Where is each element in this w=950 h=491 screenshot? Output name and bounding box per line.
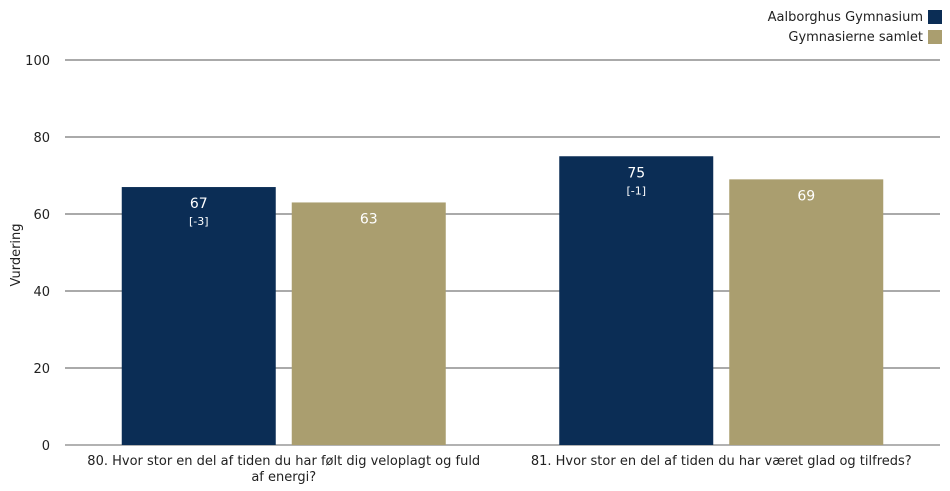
bar-value-label: 75	[627, 165, 645, 181]
axes: 0 20 40 60 80 100 80. Hvor stor en del af tide…	[25, 54, 912, 485]
y-tick-label: 80	[33, 131, 50, 146]
bar-delta-label: [-3]	[189, 215, 209, 228]
x-tick-label: 80. Hvor stor en del af tiden du har føl…	[87, 454, 480, 485]
y-axis-label: Vurdering	[9, 223, 24, 286]
x-tick-label-line: af energi?	[251, 470, 316, 485]
bar	[559, 156, 714, 445]
legend-item-gymnasierne: Gymnasierne samlet	[788, 28, 942, 46]
x-tick-label-line: 80. Hvor stor en del af tiden du har føl…	[87, 454, 480, 469]
x-tick-label-line: 81. Hvor stor en del af tiden du har vær…	[531, 454, 912, 469]
bar	[291, 202, 446, 445]
legend-item-aalborghus: Aalborghus Gymnasium	[768, 8, 942, 26]
bar-value-label: 63	[360, 211, 378, 227]
data-labels: 67 [-3] 63 75 [-1] 69	[189, 165, 815, 228]
y-tick-label: 40	[33, 285, 50, 300]
y-tick-label: 0	[42, 439, 50, 454]
y-tick-label: 20	[33, 362, 50, 377]
bars	[121, 156, 884, 446]
bar-value-label: 69	[797, 188, 815, 204]
x-tick-label: 81. Hvor stor en del af tiden du har vær…	[531, 454, 912, 469]
legend-swatch	[928, 30, 942, 44]
y-tick-label: 60	[33, 208, 50, 223]
legend-swatch	[928, 10, 942, 24]
legend-label: Aalborghus Gymnasium	[767, 9, 923, 25]
y-tick-label: 100	[25, 54, 50, 69]
bar	[729, 179, 884, 445]
bar-value-label: 67	[190, 196, 208, 212]
legend: Aalborghus Gymnasium Gymnasierne samlet	[768, 8, 942, 46]
bar	[121, 187, 276, 446]
legend-label: Gymnasierne samlet	[788, 29, 923, 45]
bar-delta-label: [-1]	[626, 184, 646, 197]
